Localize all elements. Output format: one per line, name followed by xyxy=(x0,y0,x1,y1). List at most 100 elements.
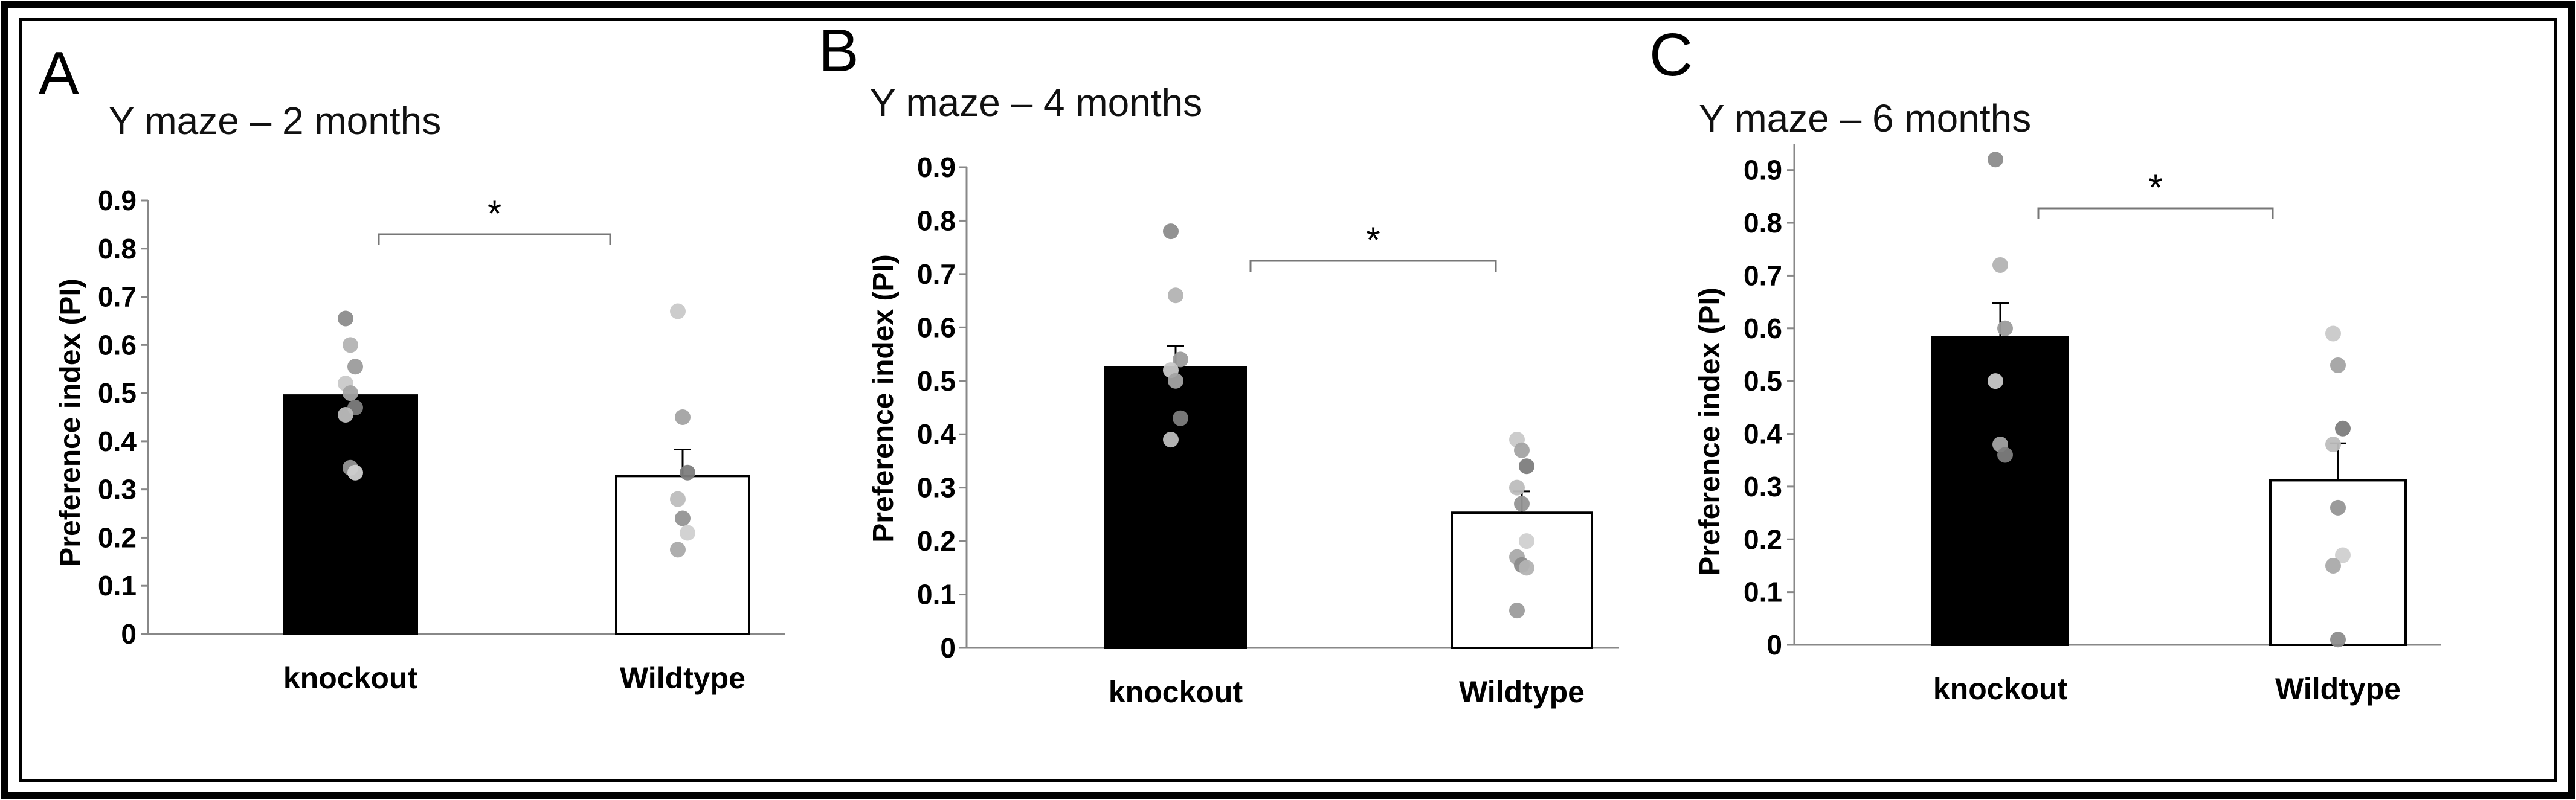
panel-c-y-tick-label: 0.8 xyxy=(1744,207,1782,238)
panel-a-y-tick-label: 0.6 xyxy=(98,329,137,360)
panel-c-y-tick-label: 0.2 xyxy=(1744,523,1782,555)
panel-a-data-point-wildtype xyxy=(675,510,691,526)
panel-c-y-axis-label: Preference index (PI) xyxy=(1694,287,1726,576)
panel-a-bar-knockout xyxy=(283,394,418,635)
panel-c-letter: C xyxy=(1649,21,1693,89)
panel-c-y-tick-label: 0.3 xyxy=(1744,471,1782,502)
panel-a-data-point-wildtype xyxy=(670,303,686,319)
panel-b-significance-marker: * xyxy=(1366,220,1380,260)
panel-a-letter: A xyxy=(39,39,79,107)
panel-b-y-tick-label: 0.5 xyxy=(917,365,956,397)
panel-a-y-tick-label: 0.1 xyxy=(98,570,137,601)
panel-b-category-label-wildtype: Wildtype xyxy=(1459,675,1585,709)
panel-a-y-tick-label: 0.8 xyxy=(98,233,137,264)
panel-b-y-tick-label: 0.4 xyxy=(917,418,956,450)
figure-inner-border xyxy=(19,18,2557,782)
panel-c-data-point-wildtype xyxy=(2325,325,2341,342)
panel-b-data-point-knockout xyxy=(1173,410,1188,426)
panel-c-y-tick-label: 0.6 xyxy=(1744,313,1782,344)
panel-c-y-tick-label: 0 xyxy=(1766,629,1782,661)
panel-c-data-point-knockout xyxy=(1988,373,2003,389)
panel-b-y-tick-label: 0.1 xyxy=(917,579,956,610)
panel-a-data-point-wildtype xyxy=(670,491,686,507)
panel-c-data-point-knockout xyxy=(1988,152,2003,168)
panel-c-bar-knockout xyxy=(1931,336,2069,646)
panel-c-category-label-wildtype: Wildtype xyxy=(2275,672,2401,706)
panel-c-data-point-wildtype xyxy=(2325,557,2341,574)
panel-a-data-point-knockout xyxy=(343,385,358,402)
panel-a-y-tick-label: 0 xyxy=(121,618,137,650)
panel-b-data-point-wildtype xyxy=(1514,496,1530,512)
panel-a-category-label-wildtype: Wildtype xyxy=(620,661,745,695)
panel-c-data-point-wildtype xyxy=(2330,499,2346,516)
panel-c-data-point-knockout xyxy=(1992,257,2008,273)
panel-b-y-tick-label: 0 xyxy=(940,632,956,664)
panel-b-y-tick-label: 0.9 xyxy=(917,152,956,183)
panel-b-data-point-wildtype xyxy=(1509,603,1525,619)
panel-c-data-point-wildtype xyxy=(2330,632,2346,648)
panel-a-y-tick-label: 0.7 xyxy=(98,281,137,313)
panel-a-category-label-knockout: knockout xyxy=(283,661,418,695)
panel-c-title: Y maze – 6 months xyxy=(1699,97,2031,140)
panel-c-y-tick-label: 0.5 xyxy=(1744,365,1782,397)
panel-a-data-point-knockout xyxy=(338,407,353,423)
panel-a-data-point-wildtype xyxy=(670,542,686,558)
panel-c-y-tick-label: 0.4 xyxy=(1744,418,1782,450)
panel-b-y-tick-label: 0.2 xyxy=(917,525,956,557)
panel-b-data-point-wildtype xyxy=(1514,442,1530,458)
panel-b-letter: B xyxy=(819,17,859,85)
panel-c-data-point-wildtype xyxy=(2330,357,2346,373)
panel-a-significance-bracket xyxy=(378,233,611,245)
panel-b-y-tick-label: 0.7 xyxy=(917,258,956,290)
panel-c-significance-marker: * xyxy=(2148,167,2162,208)
panel-c-data-point-knockout xyxy=(1997,320,2013,336)
panel-b-data-point-wildtype xyxy=(1519,458,1534,475)
panel-c-y-tick-label: 0.9 xyxy=(1744,155,1782,186)
panel-b-data-point-wildtype xyxy=(1509,479,1525,496)
panel-b-y-tick-label: 0.3 xyxy=(917,472,956,504)
panel-a-data-point-wildtype xyxy=(675,409,691,425)
panel-a-data-point-knockout xyxy=(347,359,363,375)
panel-c: C Y maze – 6 months Preference index (PI… xyxy=(1649,21,2441,706)
panel-b-y-tick-label: 0.8 xyxy=(917,205,956,236)
panel-b-data-point-wildtype xyxy=(1519,533,1534,549)
panel-b-category-label-knockout: knockout xyxy=(1109,675,1243,709)
panel-a: A Y maze – 2 months Preference index (PI… xyxy=(39,39,785,695)
panel-a-data-point-wildtype xyxy=(680,525,695,541)
panel-a-y-tick-label: 0.3 xyxy=(98,474,137,505)
panel-a-y-axis-label: Preference index (PI) xyxy=(54,278,86,567)
panel-c-y-tick-label: 0.7 xyxy=(1744,260,1782,291)
panel-c-significance-bracket xyxy=(2037,207,2274,219)
panel-a-y-tick-label: 0.9 xyxy=(98,185,137,216)
panel-a-title: Y maze – 2 months xyxy=(109,99,441,142)
panel-b-y-axis-label: Preference index (PI) xyxy=(868,254,900,543)
panel-c-category-label-knockout: knockout xyxy=(1933,672,2068,706)
panel-b: B Y maze – 4 months Preference index (PI… xyxy=(819,17,1619,709)
panel-a-data-point-knockout xyxy=(343,337,358,353)
panel-a-significance-marker: * xyxy=(488,193,501,234)
panel-c-data-point-wildtype xyxy=(2335,420,2351,437)
panel-a-y-tick-label: 0.2 xyxy=(98,522,137,553)
panel-a-data-point-wildtype xyxy=(680,464,695,481)
panel-c-data-point-wildtype xyxy=(2335,547,2351,563)
panel-c-y-tick-label: 0.1 xyxy=(1744,577,1782,608)
panel-b-y-tick-label: 0.6 xyxy=(917,312,956,343)
panel-b-data-point-knockout xyxy=(1168,287,1183,304)
panel-b-data-point-knockout xyxy=(1168,373,1183,389)
panel-c-data-point-wildtype xyxy=(2325,437,2341,452)
panel-b-title: Y maze – 4 months xyxy=(870,81,1202,124)
panel-a-data-point-knockout xyxy=(347,464,363,481)
panel-b-significance-bracket xyxy=(1249,260,1497,272)
panel-b-data-point-wildtype xyxy=(1519,560,1534,576)
panel-b-bar-wildtype xyxy=(1451,511,1593,649)
panel-a-y-tick-label: 0.4 xyxy=(98,426,137,457)
panel-a-data-point-knockout xyxy=(338,310,353,327)
panel-c-data-point-knockout xyxy=(1997,447,2013,463)
panel-a-y-tick-label: 0.5 xyxy=(98,377,137,409)
panel-b-data-point-knockout xyxy=(1163,223,1179,240)
panel-b-data-point-knockout xyxy=(1163,432,1179,448)
panel-b-bar-knockout xyxy=(1104,366,1247,650)
panel-b-data-point-knockout xyxy=(1173,351,1188,368)
